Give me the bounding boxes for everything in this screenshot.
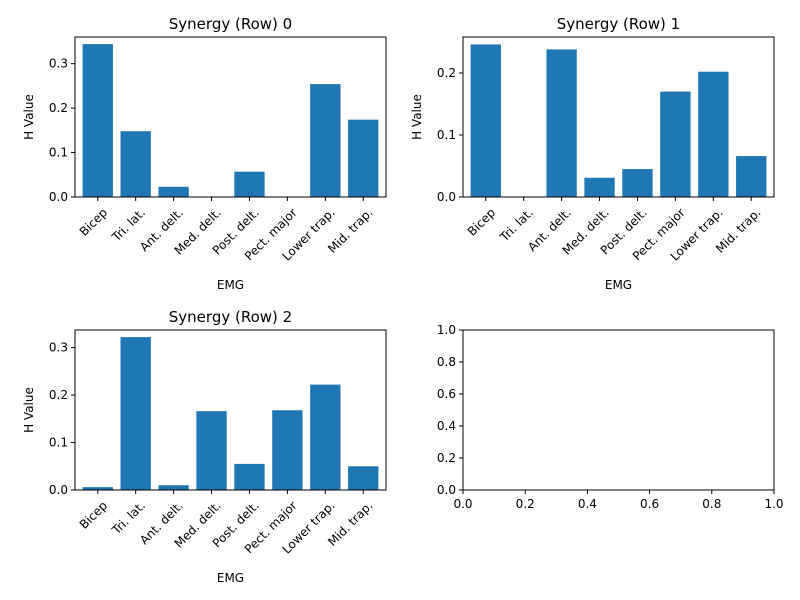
y-tick-label: 0.8 <box>437 355 456 369</box>
bar-post-delt <box>234 171 265 197</box>
x-tick-label: 0.4 <box>578 497 597 511</box>
bar-lower-trap <box>310 84 341 197</box>
x-tick-label: 1.0 <box>764 497 783 511</box>
y-axis-label: H Value <box>410 94 424 140</box>
y-tick-label: 0.3 <box>49 341 68 355</box>
bar-ant-delt <box>158 186 189 197</box>
axes-frame <box>74 329 387 491</box>
x-axis-label: EMG <box>217 571 244 585</box>
y-tick-label: 0.1 <box>437 128 456 142</box>
bar-mid-trap <box>736 156 767 197</box>
y-tick-label: 0.0 <box>437 190 456 204</box>
axes-frame <box>74 36 387 198</box>
bar-bicep <box>470 44 501 197</box>
bar-ant-delt <box>158 485 189 490</box>
bar-ant-delt <box>546 49 577 198</box>
y-tick-label: 0.0 <box>49 483 68 497</box>
bar-bicep <box>82 487 113 490</box>
axes-frame <box>462 36 775 198</box>
bar-pect-major <box>660 91 691 197</box>
y-tick-label: 0.2 <box>437 451 456 465</box>
y-tick-label: 0.2 <box>437 66 456 80</box>
bar-lower-trap <box>310 384 341 490</box>
bar-bicep <box>82 44 113 197</box>
y-tick-label: 0.3 <box>49 57 68 71</box>
y-tick-label: 0.1 <box>49 146 68 160</box>
bar-tri-lat <box>120 337 151 490</box>
y-tick-label: 0.2 <box>49 101 68 115</box>
x-tick-label: 0.2 <box>516 497 535 511</box>
y-tick-label: 1.0 <box>437 323 456 337</box>
bar-tri-lat <box>120 131 151 197</box>
subplot-title: Synergy (Row) 2 <box>169 308 292 326</box>
y-axis-label: H Value <box>22 387 36 433</box>
bar-med-delt <box>196 411 227 490</box>
x-tick-label: 0.8 <box>702 497 721 511</box>
y-tick-label: 0.0 <box>49 190 68 204</box>
bar-mid-trap <box>348 119 379 197</box>
y-tick-label: 0.6 <box>437 387 456 401</box>
axes-frame <box>462 329 775 491</box>
bar-post-delt <box>622 169 653 197</box>
x-axis-label: EMG <box>605 278 632 292</box>
subplot-title: Synergy (Row) 0 <box>169 15 292 33</box>
bar-mid-trap <box>348 466 379 490</box>
y-tick-label: 0.4 <box>437 419 456 433</box>
bar-pect-major <box>272 410 303 490</box>
y-axis-label: H Value <box>22 94 36 140</box>
bar-post-delt <box>234 463 265 490</box>
x-tick-label: 0.6 <box>640 497 659 511</box>
subplot-title: Synergy (Row) 1 <box>557 15 680 33</box>
x-axis-label: EMG <box>217 278 244 292</box>
subplot-3: 0.0 0.2 0.4 0.6 0.8 1.0 0.0 0.2 0.4 0.6 0.8 1.0 <box>437 323 784 511</box>
y-tick-label: 0.0 <box>437 483 456 497</box>
y-tick-label: 0.2 <box>49 388 68 402</box>
x-tick-label: 0.0 <box>453 497 472 511</box>
bar-med-delt <box>584 177 615 197</box>
bar-lower-trap <box>698 71 729 197</box>
y-tick-label: 0.1 <box>49 436 68 450</box>
